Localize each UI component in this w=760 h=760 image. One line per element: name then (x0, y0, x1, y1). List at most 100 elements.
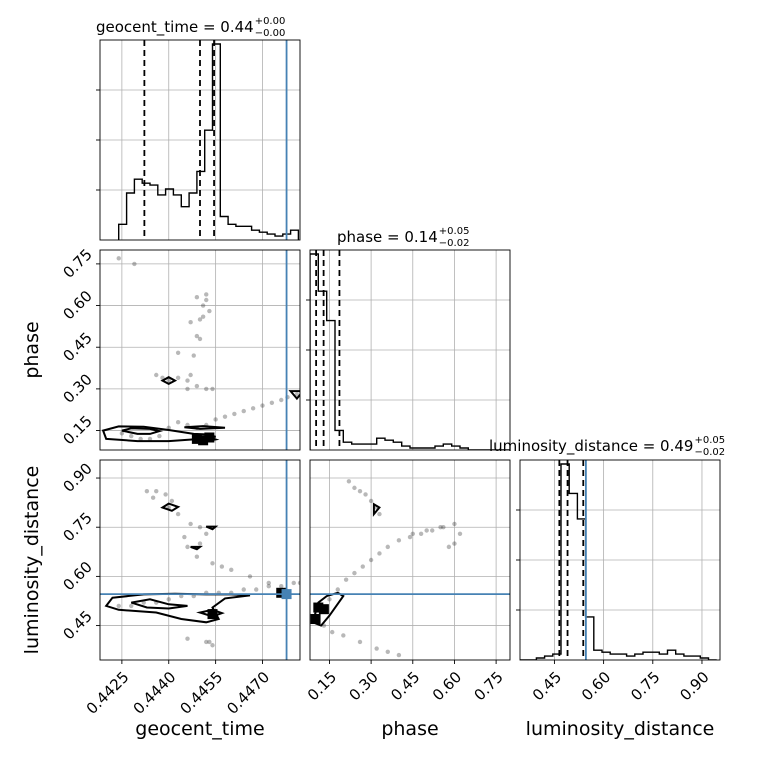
y-tick-label: 0.45 (59, 607, 95, 643)
sample-point (166, 597, 171, 602)
title-lower-uncertainty: −0.00 (255, 28, 286, 39)
y-tick-label: 0.90 (59, 460, 95, 496)
sample-point (185, 544, 190, 550)
sample-point (229, 567, 234, 573)
sample-point (363, 492, 368, 497)
x-tick-label: 0.90 (676, 668, 712, 704)
density-contour (160, 502, 181, 512)
sample-point (157, 433, 162, 439)
x-tick-label: 0.75 (471, 668, 507, 704)
y-axis-label: phase (21, 321, 43, 378)
sample-point (191, 353, 196, 358)
sample-point (377, 551, 382, 556)
x-tick-label: 0.75 (627, 668, 663, 704)
sample-point (250, 406, 256, 411)
density-contour (205, 525, 219, 531)
density-contour (372, 502, 381, 517)
histogram-step (520, 463, 717, 660)
histogram-phase (310, 250, 510, 450)
histogram-geocent_time (118, 40, 300, 240)
title-lower-uncertainty: −0.02 (694, 447, 725, 458)
sample-point (204, 292, 209, 297)
sample-point (182, 534, 187, 540)
y-tick-label: 0.60 (59, 287, 95, 323)
density-contour (101, 425, 216, 443)
panel-frame (99, 459, 301, 661)
density-contour (131, 598, 188, 610)
sample-point (188, 372, 193, 378)
sample-point (368, 498, 374, 504)
sample-point (197, 525, 203, 530)
density-block (318, 604, 329, 615)
title-upper-uncertainty: +0.05 (694, 435, 725, 446)
x-tick-label: 0.60 (578, 668, 614, 704)
panel-title: geocent_time = 0.44 (96, 18, 254, 37)
density-contour (184, 425, 226, 430)
sample-point (346, 479, 352, 484)
sample-point (352, 570, 357, 576)
sample-point (129, 433, 134, 439)
panel-title: phase = 0.14 (337, 228, 438, 246)
y-tick-label: 0.30 (59, 370, 95, 406)
sample-point (357, 488, 363, 494)
sample-point (343, 577, 349, 582)
density-block (310, 614, 321, 625)
sample-point (210, 561, 215, 566)
sample-point (185, 378, 190, 383)
sample-point (116, 256, 121, 261)
sample-point (457, 531, 463, 536)
sample-point (204, 297, 209, 303)
sample-point (116, 603, 121, 609)
panel-phase-vs-luminosity_distance (310, 479, 463, 658)
sample-point (368, 557, 374, 563)
density-contour (288, 390, 300, 401)
sample-point (385, 649, 390, 655)
sample-point (185, 636, 190, 641)
histogram-step (118, 43, 300, 240)
x-tick-label: 0.4440 (130, 668, 180, 718)
sample-point (441, 525, 446, 530)
sample-point (154, 372, 159, 378)
sample-point (119, 431, 125, 436)
y-tick-label: 0.75 (59, 245, 95, 281)
y-tick-label: 0.75 (59, 509, 95, 545)
sample-point (352, 485, 357, 491)
x-tick-label: 0.4470 (223, 668, 273, 718)
sample-point (207, 639, 212, 645)
histogram-luminosity_distance (520, 460, 717, 660)
density-block (276, 587, 287, 598)
sample-point (197, 541, 203, 546)
sample-point (357, 639, 363, 645)
x-tick-label: 0.15 (304, 668, 340, 704)
sample-point (175, 511, 181, 517)
sample-point (247, 574, 253, 579)
x-tick-label: 0.4455 (177, 668, 227, 718)
y-tick-label: 0.60 (59, 558, 95, 594)
sample-point (327, 597, 332, 602)
y-tick-label: 0.45 (59, 329, 95, 365)
sample-point (138, 436, 143, 442)
sample-point (452, 521, 457, 527)
sample-point (410, 531, 415, 536)
panel-frame (99, 249, 301, 451)
sample-point (291, 580, 296, 586)
sample-point (269, 400, 275, 405)
sample-point (279, 397, 284, 403)
panel-frame (309, 459, 511, 661)
sample-point (430, 528, 435, 533)
sample-point (374, 646, 379, 651)
sample-point (418, 531, 424, 536)
sample-point (175, 375, 181, 380)
sample-point (200, 314, 206, 319)
sample-point (204, 639, 209, 645)
sample-point (200, 303, 206, 308)
sample-point (266, 580, 271, 586)
x-axis-label: phase (381, 718, 438, 740)
sample-point (150, 495, 156, 500)
sample-point (194, 554, 200, 559)
sample-point (207, 308, 212, 314)
sample-point (213, 417, 218, 422)
y-axis-label: luminosity_distance (21, 466, 43, 655)
sample-point (254, 587, 259, 592)
